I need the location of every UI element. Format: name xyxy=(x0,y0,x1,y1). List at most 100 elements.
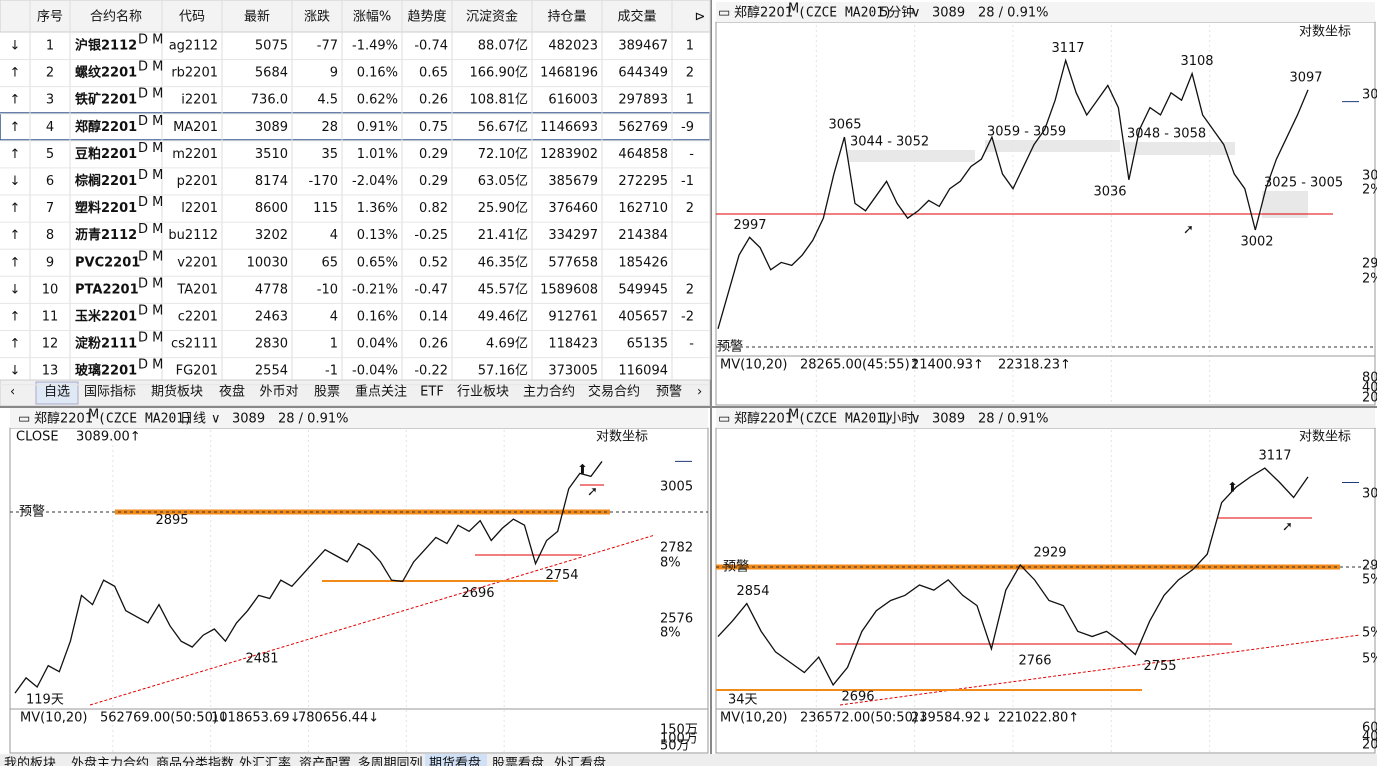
scale-mode[interactable]: 对数坐标 xyxy=(1299,430,1351,445)
close-label[interactable]: CLOSE xyxy=(16,430,59,445)
bottom-tab[interactable]: 股票看盘 xyxy=(492,756,544,766)
tab[interactable]: ETF xyxy=(420,385,444,400)
scale-mode[interactable]: 对数坐标 xyxy=(1299,25,1351,40)
bottom-tab[interactable]: 多周期同列 xyxy=(357,756,422,766)
bottom-tab[interactable]: 商品分类指数 xyxy=(156,757,234,766)
mv-value: 22318.23↑ xyxy=(998,358,1071,373)
trend-arrow: ↓ xyxy=(10,39,21,54)
panel-header xyxy=(716,2,1375,22)
column-header[interactable]: 最新 xyxy=(244,9,270,25)
bottom-tab[interactable]: 外汇汇率 xyxy=(239,756,291,766)
bottom-tab[interactable]: 期货看盘 xyxy=(429,756,481,766)
column-header[interactable]: 持仓量 xyxy=(547,10,586,25)
cell-trend: 0.26 xyxy=(419,93,448,108)
contract-name[interactable]: PTA2201 xyxy=(75,282,139,297)
cell-oi: 385679 xyxy=(548,174,598,189)
active-bottom-tab xyxy=(425,754,487,766)
period[interactable]: 5分钟 xyxy=(880,5,914,21)
column-header[interactable]: 合约名称 xyxy=(90,9,142,25)
cell-trend: 0.52 xyxy=(419,255,448,270)
tab[interactable]: 自选 xyxy=(44,385,70,400)
contract-name[interactable]: 塑料2201 xyxy=(75,200,137,216)
period[interactable]: 日线 xyxy=(180,412,206,427)
active-tab-bg xyxy=(35,381,79,405)
column-header[interactable]: 涨跌 xyxy=(304,9,330,25)
contract-name[interactable]: 沥青2112 xyxy=(75,227,137,243)
indicator[interactable]: MV(10,20) xyxy=(720,358,787,373)
tab-nav[interactable]: › xyxy=(697,385,702,400)
contract-name[interactable]: 玉米2201 xyxy=(75,309,137,325)
scale-mode[interactable]: 对数坐标 xyxy=(596,430,648,445)
tab[interactable]: 重点关注 xyxy=(355,384,407,400)
symbol[interactable]: 郑醇2201 xyxy=(34,411,93,427)
price-line xyxy=(717,467,1309,687)
bottom-tab[interactable]: 资产配置 xyxy=(299,757,351,766)
symbol-sup: M xyxy=(788,2,799,17)
contract-name[interactable]: 螺纹2201 xyxy=(75,65,137,81)
symbol-sup: M xyxy=(788,408,799,423)
tab[interactable]: 外币对 xyxy=(259,385,298,400)
cell-trend: 0.14 xyxy=(419,310,448,325)
price-annotation: 2854 xyxy=(736,584,769,599)
contract-flags: D M xyxy=(138,358,163,373)
tab[interactable]: 预警 xyxy=(656,384,682,400)
cell-vol: 162710 xyxy=(618,201,668,216)
cell-trend: -0.22 xyxy=(414,364,448,379)
cell-chg: 4.5 xyxy=(317,93,338,108)
contract-name[interactable]: 铁矿2201 xyxy=(74,92,137,108)
mv-value: 28265.00(45:55)↑ xyxy=(800,358,921,373)
signal-arrow: ➚ xyxy=(587,485,598,500)
contract-name[interactable]: 郑醇2201 xyxy=(75,119,137,135)
cell-pct: -1.49% xyxy=(352,39,398,54)
trend-arrow: ↑ xyxy=(10,228,21,243)
contract-name[interactable]: 棕榈2201 xyxy=(74,173,137,189)
axis-label: 30 xyxy=(1362,88,1377,103)
tab[interactable]: 交易合约 xyxy=(588,384,640,400)
price-annotation: 3097 xyxy=(1289,70,1322,85)
cell-trend: -0.25 xyxy=(414,228,448,243)
column-header[interactable]: 沉淀资金 xyxy=(466,9,518,25)
contract-name[interactable]: 淀粉2111 xyxy=(75,336,137,352)
bottom-tab[interactable]: 我的板块 xyxy=(4,756,56,766)
contract-name[interactable]: 豆粕2201 xyxy=(75,146,137,162)
symbol[interactable]: 郑醇2201 xyxy=(734,5,793,21)
cell-last: 2830 xyxy=(255,337,288,352)
tab[interactable]: 期货板块 xyxy=(151,384,203,400)
column-header[interactable]: 趋势度 xyxy=(407,9,446,25)
tab-nav[interactable]: ‹ xyxy=(10,385,15,400)
cell-oi: 373005 xyxy=(548,364,598,379)
contract-name[interactable]: 玻璃2201 xyxy=(75,363,137,379)
price-annotation: 3036 xyxy=(1093,184,1126,199)
tab[interactable]: 股票 xyxy=(314,385,340,400)
symbol[interactable]: 郑醇2201 xyxy=(734,411,793,427)
axis-label: 8% xyxy=(660,556,681,571)
mv-value: 780656.44↓ xyxy=(298,711,379,726)
axis-label: 8% xyxy=(660,626,681,641)
column-header[interactable]: 成交量 xyxy=(617,9,656,25)
cell-pct: -0.04% xyxy=(352,364,398,379)
axis-label: 5% xyxy=(1362,626,1377,641)
column-header[interactable]: 代码 xyxy=(179,10,205,25)
bottom-tab[interactable]: 外汇看盘 xyxy=(554,756,606,766)
bottom-tab[interactable]: 外盘主力合约 xyxy=(71,756,149,766)
tab[interactable]: 主力合约 xyxy=(523,385,575,400)
period[interactable]: 1小时 xyxy=(880,412,914,427)
column-header[interactable]: 序号 xyxy=(37,10,63,25)
tab[interactable]: 国际指标 xyxy=(84,385,136,400)
contract-name[interactable]: PVC2201 xyxy=(75,255,140,270)
cell-fund: 57.16亿 xyxy=(478,364,528,379)
axis-label: 2% xyxy=(1362,183,1377,198)
indicator[interactable]: MV(10,20) xyxy=(720,711,787,726)
contract-code: c2201 xyxy=(178,310,218,325)
code: (CZCE MA201) xyxy=(98,412,192,427)
row-no: 9 xyxy=(46,255,54,270)
tab[interactable]: 夜盘 xyxy=(219,384,245,400)
indicator[interactable]: MV(10,20) xyxy=(20,711,87,726)
row-no: 7 xyxy=(46,201,54,216)
tab[interactable]: 行业板块 xyxy=(457,385,509,400)
cell-fund: 4.69亿 xyxy=(486,337,528,352)
change: 28 / 0.91% xyxy=(978,412,1048,427)
column-header[interactable]: 涨幅% xyxy=(353,10,391,25)
price-annotation: 3108 xyxy=(1180,54,1213,69)
contract-name[interactable]: 沪银2112 xyxy=(75,38,137,54)
